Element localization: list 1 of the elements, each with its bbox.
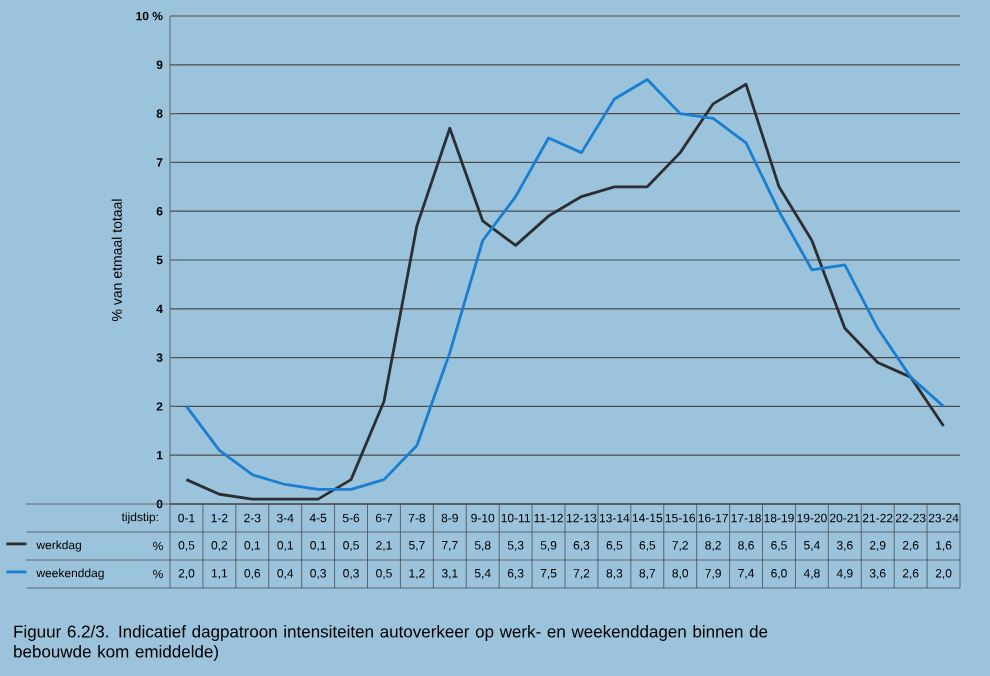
text: Figuur 6.2/3. Indicatief dagpatroon intensiteiten autoverkeer op werk- en weekenddagen binnen de bebouwde kom emiddelde) [14,625,768,661]
